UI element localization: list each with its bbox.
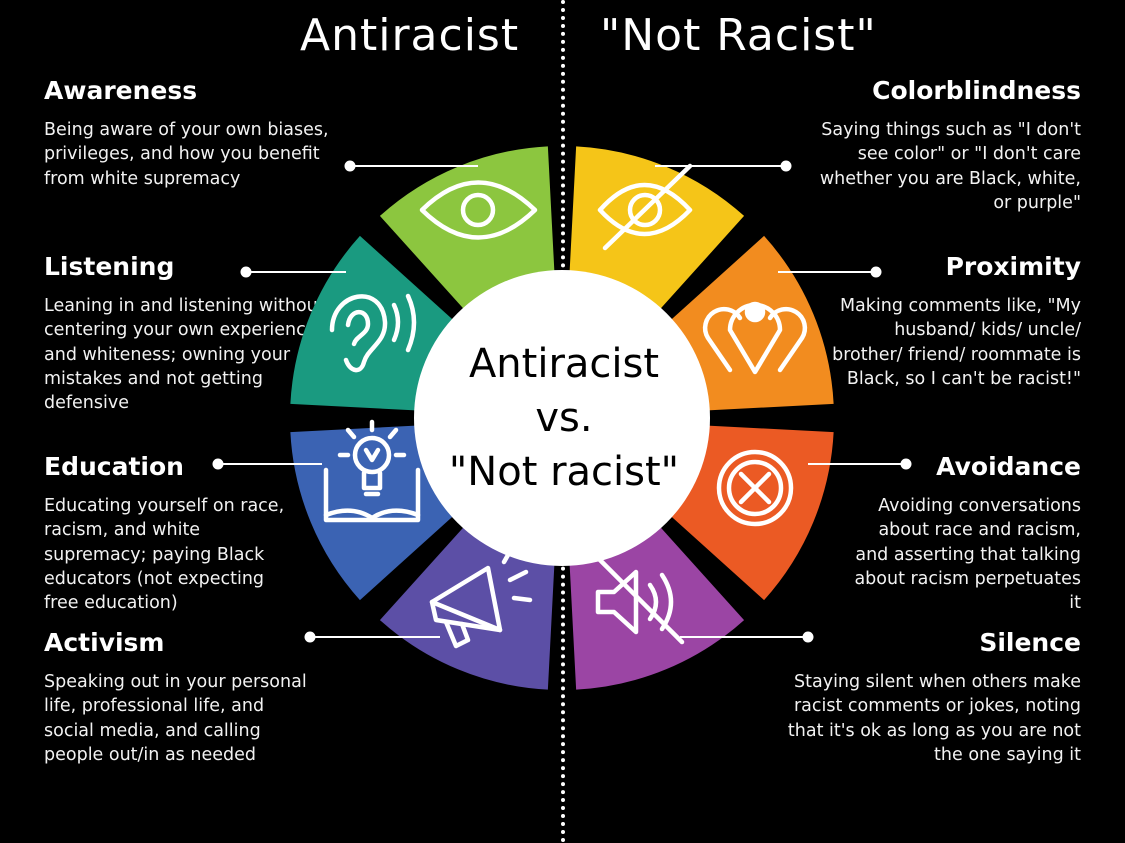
- location-pins-icon: [702, 301, 808, 375]
- listening-connector-dot: [240, 266, 252, 278]
- awareness-block: Awareness Being aware of your own biases…: [44, 76, 344, 191]
- education-text: Educating yourself on race, racism, and …: [44, 496, 285, 614]
- silence-connector-dot: [802, 631, 814, 643]
- center-title-line3: "Not racist": [448, 449, 680, 495]
- colorblindness-connector-dot: [780, 160, 792, 172]
- center-title-line1: Antiracist: [468, 341, 660, 387]
- eye-slash-icon: [597, 163, 693, 251]
- center-title: Antiracist vs. "Not racist": [418, 280, 710, 556]
- listening-text: Leaning in and listening without centeri…: [44, 296, 326, 414]
- book-lightbulb-icon: [323, 419, 421, 523]
- antiracist-header: Antiracist: [300, 10, 520, 61]
- listening-block: Listening Leaning in and listening witho…: [44, 252, 344, 415]
- education-title: Education: [44, 452, 184, 481]
- activism-block: Activism Speaking out in your personal l…: [44, 628, 309, 767]
- avoidance-connector-dot: [900, 458, 912, 470]
- colorblindness-block: Colorblindness Saying things such as "I …: [806, 76, 1081, 215]
- eye-icon: [419, 180, 538, 240]
- x-circle-icon: [716, 449, 794, 527]
- proximity-text: Making comments like, "My husband/ kids/…: [832, 296, 1081, 389]
- silence-block: Silence Staying silent when others make …: [771, 628, 1081, 767]
- silence-title: Silence: [979, 628, 1081, 657]
- center-circle: [414, 270, 710, 566]
- avoidance-text: Avoiding conversations about race and ra…: [854, 496, 1081, 614]
- activism-title: Activism: [44, 628, 165, 657]
- awareness-connector-dot: [344, 160, 356, 172]
- education-connector-dot: [212, 458, 224, 470]
- avoidance-block: Avoidance Avoiding conversations about r…: [841, 452, 1081, 615]
- listening-title: Listening: [44, 252, 175, 281]
- education-block: Education Educating yourself on race, ra…: [44, 452, 299, 615]
- ear-icon: [329, 293, 417, 373]
- proximity-connector-dot: [870, 266, 882, 278]
- awareness-title: Awareness: [44, 76, 198, 105]
- colorblindness-text: Saying things such as "I don't see color…: [819, 120, 1081, 213]
- activism-connector-dot: [304, 631, 316, 643]
- activism-text: Speaking out in your personal life, prof…: [44, 672, 307, 765]
- not-racist-header: "Not Racist": [600, 10, 877, 61]
- avoidance-title: Avoidance: [936, 452, 1081, 481]
- awareness-text: Being aware of your own biases, privileg…: [44, 120, 329, 189]
- silence-text: Staying silent when others make racist c…: [787, 672, 1081, 765]
- mute-icon: [595, 557, 685, 645]
- colorblindness-title: Colorblindness: [872, 76, 1081, 105]
- center-title-line2: vs.: [535, 395, 593, 441]
- proximity-title: Proximity: [945, 252, 1081, 281]
- proximity-block: Proximity Making comments like, "My husb…: [826, 252, 1081, 391]
